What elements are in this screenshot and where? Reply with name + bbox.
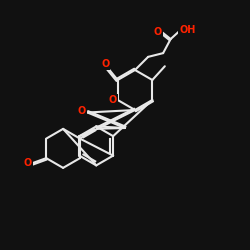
Text: O: O (78, 106, 86, 116)
Text: O: O (101, 59, 109, 69)
Text: O: O (154, 26, 162, 36)
Text: O: O (23, 158, 32, 168)
Text: O: O (108, 95, 117, 105)
Text: OH: OH (179, 25, 196, 35)
